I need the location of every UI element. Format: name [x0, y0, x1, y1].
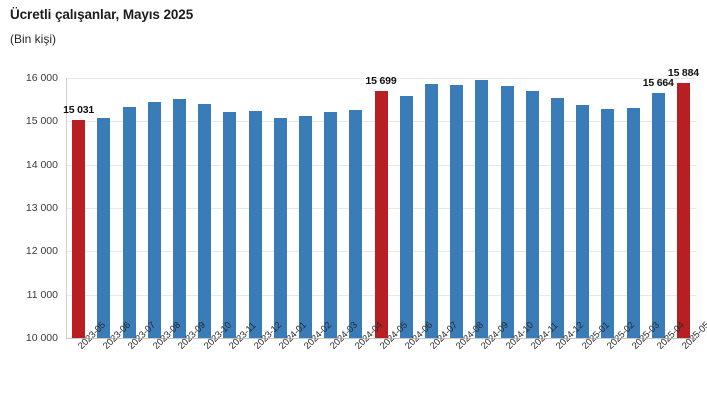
bar[interactable] — [349, 109, 363, 338]
x-axis-tick-label: 2024-12 — [554, 319, 587, 352]
x-axis-tick-label: 2024-02 — [302, 319, 335, 352]
bar[interactable] — [475, 80, 489, 338]
bar[interactable] — [147, 102, 161, 338]
x-axis-tick-label: 2024-08 — [453, 319, 486, 352]
bar[interactable] — [324, 112, 338, 338]
bar[interactable] — [374, 91, 388, 338]
chart-subtitle: (Bin kişi) — [10, 32, 57, 46]
bar[interactable] — [626, 107, 640, 338]
x-axis-tick-label: 2025-01 — [579, 319, 612, 352]
bar-value-label: 15 031 — [63, 103, 95, 116]
plot-area — [66, 78, 696, 339]
bar[interactable] — [223, 111, 237, 338]
bar[interactable] — [550, 98, 564, 338]
bar[interactable] — [72, 120, 86, 338]
x-axis-tick-label: 2024-03 — [327, 319, 360, 352]
x-axis-line — [66, 338, 697, 339]
bar[interactable] — [424, 83, 438, 338]
bar[interactable] — [273, 118, 287, 338]
bar[interactable] — [601, 108, 615, 338]
bar[interactable] — [97, 117, 111, 338]
bar[interactable] — [172, 99, 186, 338]
y-axis-tick-label: 12 000 — [25, 245, 58, 258]
bar-value-label: 15 664 — [642, 76, 674, 89]
bar-value-label: 15 699 — [365, 75, 397, 88]
x-axis-tick-label: 2023-05 — [75, 319, 108, 352]
chart-title: Ücretli çalışanlar, Mayıs 2025 — [10, 7, 194, 22]
bar[interactable] — [500, 85, 514, 338]
bar[interactable] — [651, 92, 665, 338]
bar-value-label: 15 884 — [667, 67, 699, 80]
bar[interactable] — [676, 83, 690, 338]
bar[interactable] — [248, 111, 262, 338]
bar[interactable] — [576, 105, 590, 338]
x-axis-tick-label: 2024-07 — [428, 319, 461, 352]
y-axis-tick-label: 11 000 — [26, 288, 58, 301]
y-axis-line — [66, 78, 67, 339]
y-axis-tick-label: 14 000 — [25, 158, 58, 171]
bar[interactable] — [198, 104, 212, 338]
y-axis-tick-label: 13 000 — [25, 202, 58, 214]
bar[interactable] — [122, 107, 136, 338]
bar[interactable] — [525, 91, 539, 338]
x-axis-tick-label: 2023-09 — [176, 319, 209, 352]
gridline — [66, 78, 696, 79]
y-axis-tick-label: 10 000 — [25, 332, 58, 344]
y-axis-tick-label: 16 000 — [25, 72, 58, 84]
bar[interactable] — [298, 116, 312, 338]
bar[interactable] — [399, 95, 413, 338]
x-axis-tick-label: 2023-10 — [201, 319, 234, 352]
y-axis-tick-label: 15 000 — [25, 115, 58, 128]
bar[interactable] — [450, 84, 464, 338]
